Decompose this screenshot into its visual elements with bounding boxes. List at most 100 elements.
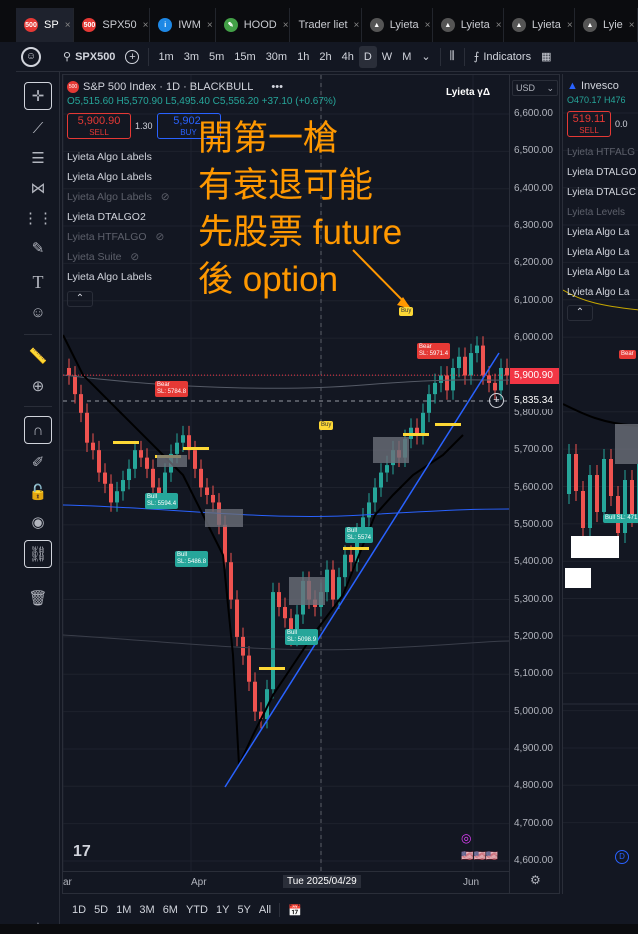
browser-tab[interactable]: Trader liet ×: [290, 8, 362, 42]
browser-tab[interactable]: ▲ Lyieta ×: [433, 8, 504, 42]
interval-d[interactable]: D: [358, 45, 377, 68]
sell-button[interactable]: 5,900.90 SELL: [67, 113, 131, 139]
layouts-button[interactable]: ▦: [536, 46, 556, 68]
interval-1m[interactable]: 1m: [158, 50, 174, 63]
measure-tool[interactable]: 📏: [24, 342, 52, 370]
interval-2h[interactable]: 2h: [319, 50, 332, 63]
hide-drawings-tool[interactable]: ◉: [24, 508, 52, 536]
fib-tool[interactable]: ☰: [24, 144, 52, 172]
indicator-item[interactable]: Lyieta Suite ⊘: [67, 247, 336, 267]
chart-menu-icon[interactable]: •••: [271, 81, 283, 93]
hidden-eye-icon[interactable]: ⊘: [127, 251, 140, 263]
range-3m[interactable]: 3M: [139, 904, 155, 916]
interval-30m[interactable]: 30m: [265, 50, 288, 63]
interval-1h[interactable]: 1h: [297, 50, 310, 63]
range-1d[interactable]: 1D: [72, 904, 87, 916]
interval-4h[interactable]: 4h: [341, 50, 354, 63]
indicator-item[interactable]: Lyieta HTFALGO ⊘: [67, 227, 336, 247]
remove-drawings-tool[interactable]: 🗑: [24, 584, 52, 612]
close-tab-icon[interactable]: ×: [353, 19, 360, 31]
browser-tab[interactable]: 500 SPX50 ×: [74, 8, 151, 42]
indicator-item[interactable]: Lyieta DTALGO2: [67, 207, 336, 227]
close-tab-icon[interactable]: ×: [628, 19, 635, 31]
browser-tab[interactable]: ▲ Lyieta ×: [504, 8, 576, 42]
close-tab-icon[interactable]: ×: [64, 19, 71, 31]
buy-button[interactable]: 5,902. BUY: [156, 113, 221, 139]
icon-tool[interactable]: ☺: [24, 298, 52, 326]
stay-in-drawing-tool[interactable]: ✐: [24, 448, 52, 476]
chart2-indicator-item[interactable]: Lyieta DTALGC: [567, 187, 636, 198]
indicator-item[interactable]: Lyieta Algo Labels: [67, 147, 336, 167]
browser-tab[interactable]: 500 SP ×: [16, 8, 75, 42]
lock-drawings-tool[interactable]: 🔓: [24, 478, 52, 506]
time-scale[interactable]: ar Apr Tue 2025/04/29 Jun: [63, 871, 509, 893]
flags-icon: 🇺🇸🇺🇸🇺🇸: [461, 851, 499, 862]
close-tab-icon[interactable]: ×: [142, 19, 149, 31]
browser-tab[interactable]: i IWM ×: [150, 8, 216, 42]
hidden-eye-icon[interactable]: ⊘: [152, 231, 165, 243]
prediction-tool[interactable]: ⋮⋮: [23, 204, 53, 232]
range-6m[interactable]: 6M: [162, 904, 178, 916]
tab-favicon-icon: ▲: [583, 18, 598, 32]
chart2-indicator-item[interactable]: Lyieta Algo La: [567, 247, 630, 258]
interval-m[interactable]: M: [402, 50, 412, 63]
chart2-indicator-item[interactable]: Lyieta Levels: [567, 207, 625, 218]
chart-title[interactable]: S&P 500 Index · 1D · BLACKBULL: [83, 81, 254, 93]
hidden-eye-icon[interactable]: ⊘: [157, 191, 170, 203]
close-tab-icon[interactable]: ×: [566, 19, 573, 31]
chart2-indicator-item[interactable]: Lyieta Algo La: [567, 227, 630, 238]
close-tab-icon[interactable]: ×: [206, 19, 213, 31]
tradingview-logo[interactable]: ☺: [16, 46, 46, 68]
price-scale[interactable]: USD ⌄ 6,600.00 6,500.00 6,400.00 6,300.00 6,…: [509, 75, 559, 893]
range-all[interactable]: All: [258, 904, 272, 916]
chart2-indicator-item[interactable]: Lyieta Algo La: [567, 267, 630, 278]
crosshair-tool[interactable]: ✛: [24, 82, 52, 110]
close-tab-icon[interactable]: ×: [495, 19, 502, 31]
candlestick-chart[interactable]: [63, 75, 509, 871]
chart2-collapse-button[interactable]: ⌃: [567, 305, 593, 321]
chart2-sell-button[interactable]: 519.11 SELL: [567, 111, 611, 137]
add-order-button[interactable]: +: [489, 393, 504, 408]
currency-selector[interactable]: USD ⌄: [512, 80, 558, 96]
range-ytd[interactable]: YTD: [185, 904, 208, 916]
chart2-indicator-item[interactable]: Lyieta Algo La: [567, 287, 630, 298]
secondary-candlestick-chart[interactable]: [563, 74, 638, 894]
indicator-item[interactable]: Lyieta Algo Labels: [67, 167, 336, 187]
candle-body: [295, 614, 299, 637]
range-1m[interactable]: 1M: [116, 904, 132, 916]
collapse-legend-button[interactable]: ⌃: [67, 291, 93, 307]
interval-w[interactable]: W: [381, 50, 393, 63]
interval-dropdown[interactable]: ⌄: [416, 46, 435, 68]
chart-type-button[interactable]: ⫼: [445, 46, 460, 68]
sync-drawings-tool[interactable]: ⛓: [24, 540, 52, 568]
range-1y[interactable]: 1Y: [215, 904, 230, 916]
symbol-search-button[interactable]: ⚲ SPX500: [58, 46, 120, 68]
magnet-tool[interactable]: ∩: [24, 416, 52, 444]
text-tool[interactable]: T: [24, 268, 52, 296]
range-5d[interactable]: 5D: [94, 904, 109, 916]
secondary-chart-pane[interactable]: ▲ Invesco O470.17 H476 519.11 SELL 0.0 L…: [562, 74, 638, 894]
browser-tab[interactable]: ✎ HOOD ×: [216, 8, 291, 42]
indicator-item[interactable]: Lyieta Algo Labels: [67, 267, 336, 287]
chart2-title[interactable]: Invesco: [580, 80, 619, 92]
compare-symbol-button[interactable]: +: [120, 46, 144, 68]
close-tab-icon[interactable]: ×: [424, 19, 431, 31]
brush-tool[interactable]: ✎: [24, 234, 52, 262]
chart2-indicator-item[interactable]: Lyieta HTFALG: [567, 147, 635, 158]
chart2-indicator-item[interactable]: Lyieta DTALGO: [567, 167, 637, 178]
date-range-icon[interactable]: 📅: [288, 904, 302, 917]
interval-3m[interactable]: 3m: [183, 50, 199, 63]
pattern-tool[interactable]: ⋈: [24, 174, 52, 202]
browser-tab[interactable]: ▲ Lyieta ×: [362, 8, 433, 42]
close-tab-icon[interactable]: ×: [282, 19, 289, 31]
zoom-tool[interactable]: ⊕: [24, 372, 52, 400]
indicators-button[interactable]: ⨍ Indicators: [469, 46, 536, 68]
indicator-item[interactable]: Lyieta Algo Labels ⊘: [67, 187, 336, 207]
interval-5m[interactable]: 5m: [209, 50, 225, 63]
trendline-tool[interactable]: ⟋: [24, 114, 52, 142]
settings-gear-icon[interactable]: ⚙: [530, 873, 541, 887]
main-chart-pane[interactable]: 500 S&P 500 Index · 1D · BLACKBULL ••• O…: [62, 74, 560, 894]
interval-15m[interactable]: 15m: [234, 50, 256, 63]
browser-tab[interactable]: ▲ Lyie ×: [575, 8, 638, 42]
range-5y[interactable]: 5Y: [237, 904, 251, 916]
